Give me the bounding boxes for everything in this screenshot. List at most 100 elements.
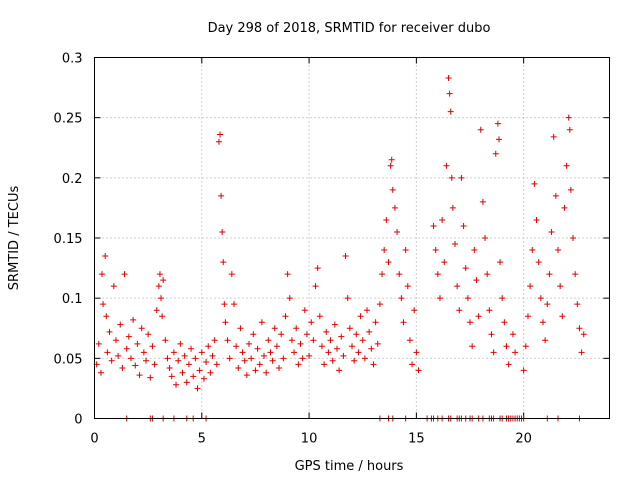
data-point — [252, 367, 259, 374]
data-point — [578, 349, 585, 356]
y-tick-label: 0.25 — [54, 112, 83, 127]
data-point — [563, 162, 570, 169]
data-point — [477, 126, 484, 133]
data-point — [434, 271, 441, 278]
data-point — [351, 357, 358, 364]
data-point — [361, 355, 368, 362]
data-point — [130, 316, 137, 323]
data-point — [561, 204, 568, 211]
data-point — [316, 313, 323, 320]
data-point — [467, 319, 474, 326]
data-point — [321, 361, 328, 368]
data-point — [207, 369, 214, 376]
data-point — [439, 216, 446, 223]
data-point — [512, 349, 519, 356]
data-point — [448, 174, 455, 181]
data-point — [482, 235, 489, 241]
x-tick-label: 15 — [408, 432, 425, 447]
data-point — [258, 319, 265, 326]
data-point — [106, 328, 113, 335]
data-point — [464, 295, 471, 302]
data-point — [388, 156, 395, 163]
data-point — [151, 361, 158, 368]
data-point — [125, 333, 132, 340]
data-point — [198, 349, 205, 356]
data-point — [503, 343, 510, 350]
data-point — [368, 345, 375, 352]
data-point — [177, 340, 184, 347]
data-point — [269, 357, 276, 364]
data-point — [190, 373, 197, 380]
data-point — [103, 313, 110, 320]
y-tick-label: 0.15 — [54, 232, 83, 247]
data-point — [565, 114, 572, 121]
data-point — [445, 74, 452, 81]
data-point — [153, 307, 160, 314]
data-point — [140, 349, 147, 356]
data-point — [495, 136, 502, 143]
data-point — [338, 333, 345, 340]
data-point — [394, 228, 401, 235]
data-point — [112, 337, 119, 344]
data-point — [411, 307, 418, 314]
data-point — [370, 361, 377, 368]
data-point — [381, 247, 388, 254]
data-point — [217, 131, 224, 138]
data-point — [542, 337, 549, 344]
data-point — [134, 340, 141, 347]
data-point — [490, 349, 497, 356]
data-point — [119, 364, 126, 371]
data-point — [155, 283, 162, 290]
data-point — [383, 216, 390, 223]
data-point — [179, 369, 186, 376]
data-point — [475, 313, 482, 320]
data-point — [219, 228, 226, 235]
data-point — [267, 349, 274, 356]
data-point — [230, 301, 237, 308]
data-point — [158, 295, 165, 302]
data-point — [278, 331, 285, 338]
data-point — [550, 133, 557, 140]
data-point — [271, 325, 278, 332]
data-point — [509, 331, 516, 338]
data-point — [522, 343, 529, 350]
data-point — [110, 283, 117, 290]
data-point — [185, 361, 192, 368]
data-point — [497, 259, 504, 266]
data-point — [406, 337, 413, 344]
data-point — [372, 319, 379, 326]
data-point — [499, 295, 506, 302]
data-point — [318, 343, 325, 350]
data-point — [391, 204, 398, 211]
data-point — [449, 204, 456, 211]
data-point — [221, 301, 228, 308]
data-point — [342, 253, 349, 260]
data-point — [546, 271, 553, 278]
data-point — [312, 283, 319, 290]
data-point — [156, 271, 163, 278]
data-point — [132, 362, 139, 369]
data-point — [458, 174, 465, 181]
data-point — [288, 337, 295, 344]
data-point — [284, 271, 291, 278]
data-point — [192, 355, 199, 362]
data-point — [297, 340, 304, 347]
data-point — [539, 319, 546, 326]
data-point — [280, 355, 287, 362]
data-point — [273, 343, 280, 350]
data-point — [364, 307, 371, 314]
data-point — [159, 313, 166, 320]
data-point — [357, 313, 364, 320]
data-point — [336, 367, 343, 374]
data-point — [136, 372, 143, 379]
data-point — [537, 295, 544, 302]
data-point — [402, 247, 409, 254]
data-point — [374, 340, 381, 347]
data-point — [243, 372, 250, 379]
data-point — [494, 120, 501, 127]
data-point — [265, 337, 272, 344]
data-point — [529, 247, 536, 254]
data-point — [492, 150, 499, 157]
data-point — [576, 325, 583, 332]
